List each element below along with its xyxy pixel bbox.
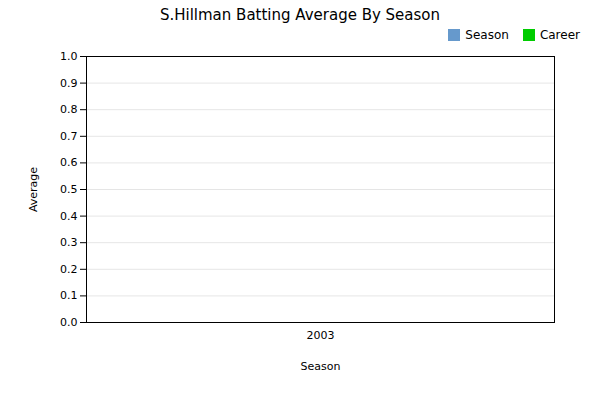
svg-text:0.2: 0.2 (60, 263, 78, 276)
svg-text:1.0: 1.0 (60, 50, 78, 63)
svg-text:0.0: 0.0 (60, 316, 78, 329)
svg-text:0.8: 0.8 (60, 103, 78, 116)
svg-text:0.1: 0.1 (60, 289, 78, 302)
svg-text:2003: 2003 (307, 329, 335, 342)
svg-text:0.7: 0.7 (60, 130, 78, 143)
html-text:Career: Career (539, 28, 580, 42)
svg-text:Average: Average (27, 167, 40, 212)
svg-text:0.6: 0.6 (60, 156, 78, 169)
svg-text:0.3: 0.3 (60, 236, 78, 249)
html-text:S.Hillman Batting Average By S: S.Hillman Batting Average By Season (159, 6, 440, 24)
svg-text:0.5: 0.5 (60, 183, 78, 196)
svg-text:Season: Season (301, 360, 341, 373)
svg-text:0.9: 0.9 (60, 77, 78, 90)
svg-text:0.4: 0.4 (60, 210, 78, 223)
html-text:Season: Season (465, 28, 509, 42)
